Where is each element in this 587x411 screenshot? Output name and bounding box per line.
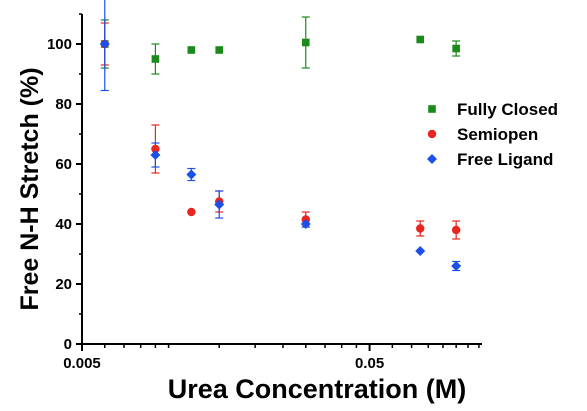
data-point [300, 219, 311, 229]
data-point [150, 150, 161, 160]
data-point [416, 224, 425, 233]
legend-label: Fully Closed [457, 100, 558, 119]
legend-marker [427, 154, 437, 164]
y-tick-label: 60 [55, 156, 72, 173]
legend-label: Semiopen [457, 125, 538, 144]
y-tick-label: 100 [47, 36, 72, 53]
data-point [451, 261, 462, 271]
data-point [99, 39, 110, 49]
data-point [187, 46, 196, 54]
x-axis-title: Urea Concentration (M) [168, 374, 467, 404]
data-point [301, 38, 310, 47]
data-point [452, 44, 460, 53]
error-bars [100, 0, 461, 272]
y-tick-label: 80 [55, 96, 72, 113]
data-point [214, 199, 225, 210]
x-ticks: 0.005 0.05 [63, 344, 480, 372]
legend-marker [428, 105, 436, 113]
legend-label: Free Ligand [457, 150, 553, 169]
data-point [151, 144, 160, 154]
data-markers [99, 35, 462, 271]
y-tick-label: 0 [64, 336, 72, 353]
y-ticks: 0 20 40 60 80 100 [47, 13, 82, 353]
data-point [416, 35, 425, 44]
y-tick-label: 20 [55, 276, 72, 293]
data-point [215, 46, 224, 54]
legend-marker [427, 129, 437, 139]
axes [81, 14, 482, 345]
data-point [187, 207, 196, 217]
x-tick-label: 0.05 [355, 355, 384, 372]
y-axis-title: Free N-H Stretch (%) [16, 67, 44, 310]
legend: Fully Closed Semiopen Free Ligand [427, 100, 558, 169]
data-point [415, 246, 426, 256]
x-tick-label: 0.005 [63, 355, 101, 372]
y-tick-label: 40 [55, 216, 72, 233]
data-point [151, 55, 160, 63]
data-point [186, 169, 197, 180]
data-point [451, 225, 461, 235]
